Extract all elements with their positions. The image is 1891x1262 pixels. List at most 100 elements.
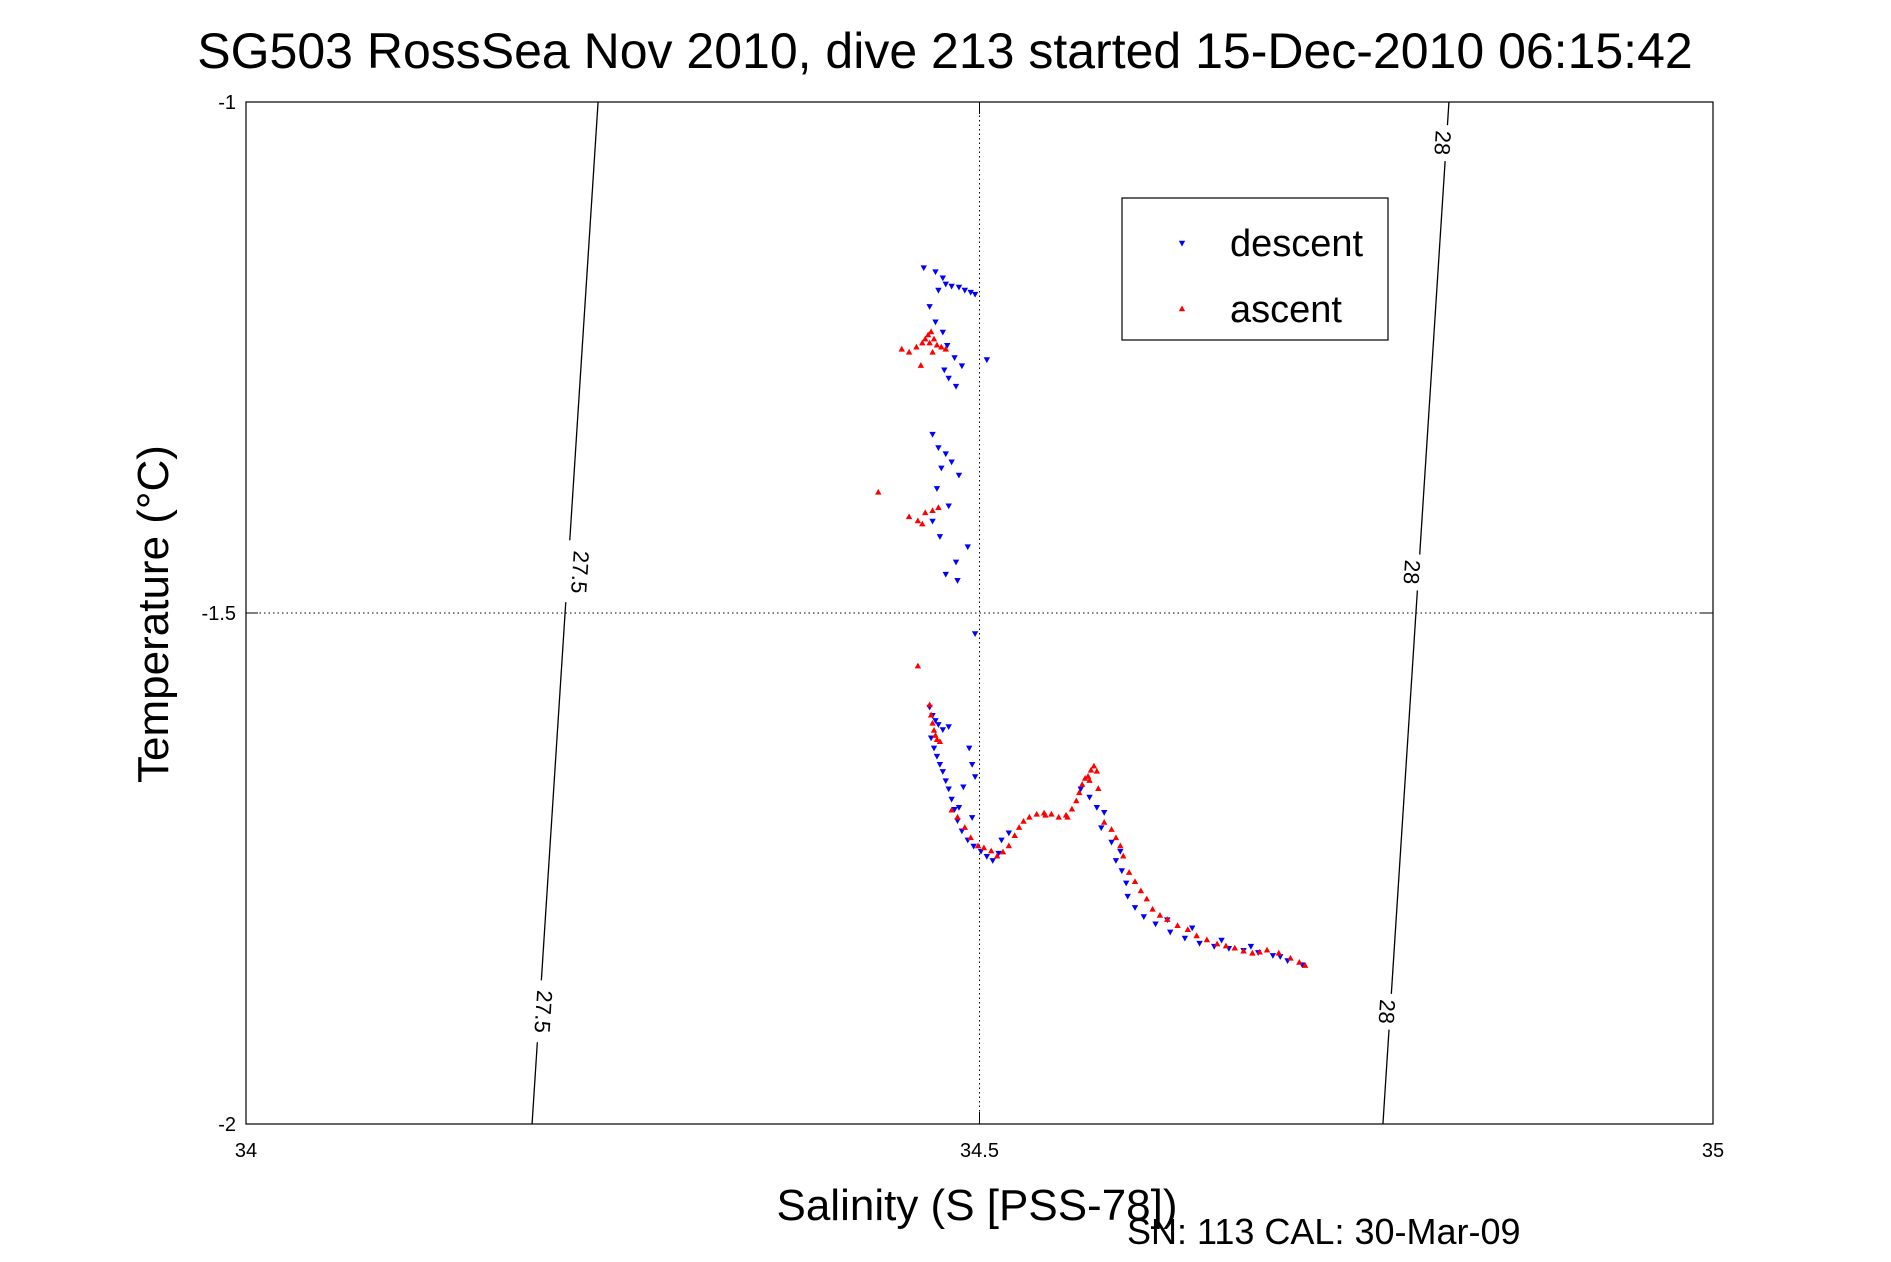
descent-point	[936, 534, 944, 540]
isopycnal-label-1-1: 28	[1397, 553, 1428, 591]
descent-point	[948, 283, 955, 290]
descent-point	[968, 815, 976, 821]
legend-label-descent: descent	[1230, 223, 1364, 265]
legend-box	[1121, 197, 1389, 341]
ascent-point	[1100, 818, 1108, 825]
descent-point	[983, 853, 991, 860]
ascent-point	[1213, 940, 1221, 947]
ascent-point	[938, 343, 945, 350]
descent-point	[1269, 953, 1277, 959]
descent-point	[935, 287, 942, 294]
descent-point	[954, 578, 961, 584]
descent-point	[939, 275, 947, 282]
ascent-point	[1090, 762, 1098, 769]
isopycnal-line-1	[1382, 101, 1450, 1125]
ascent-point	[1240, 947, 1247, 954]
descent-point	[932, 269, 939, 276]
legend-label-ascent: ascent	[1230, 289, 1342, 331]
ascent-point	[929, 719, 936, 726]
descent-point	[945, 375, 952, 382]
descent-point	[970, 843, 977, 850]
ascent-point	[948, 806, 955, 813]
ascent-point	[1174, 922, 1181, 928]
x-tick-label-1: 34.5	[960, 1140, 999, 1162]
descent-point	[1117, 848, 1124, 855]
descent-point	[1093, 804, 1101, 811]
isopycnal-label-1-2: 28	[1372, 992, 1403, 1031]
ascent-point	[1249, 949, 1256, 956]
descent-point	[952, 383, 960, 390]
ascent-point	[1020, 817, 1027, 824]
ascent-point	[905, 513, 913, 520]
descent-point	[935, 445, 942, 451]
ascent-point	[988, 847, 995, 854]
ascent-point	[919, 520, 926, 527]
ascent-point	[1026, 813, 1033, 820]
ascent-point	[1078, 781, 1086, 787]
ascent-point	[1087, 766, 1095, 773]
descent-point	[942, 778, 949, 785]
descent-point	[960, 784, 967, 791]
descent-point	[1077, 786, 1084, 793]
isopycnal-label-text: 28	[1399, 559, 1426, 585]
ascent-point	[1143, 895, 1150, 902]
ascent-point	[942, 345, 949, 352]
ascent-point	[1108, 826, 1115, 832]
density-contours: 27.5 27.5 28 28 28	[527, 101, 1459, 1125]
ascent-point	[1184, 926, 1192, 933]
descent-point	[1196, 940, 1203, 947]
descent-point	[945, 786, 952, 793]
descent-point	[1100, 810, 1108, 816]
chart-title: SG503 RossSea Nov 2010, dive 213 started…	[197, 23, 1692, 79]
descent-point	[935, 722, 942, 728]
descent-point	[945, 503, 952, 510]
ascent-point	[1287, 954, 1294, 961]
ascent-point	[933, 736, 941, 742]
ascent-point	[930, 335, 938, 342]
isopycnal-label-bg	[1372, 992, 1403, 1031]
ascent-point	[1076, 789, 1083, 796]
ascent-point	[954, 813, 961, 820]
ascent-point	[1263, 946, 1271, 953]
series-descent	[920, 265, 1306, 969]
ascent-point	[1117, 842, 1124, 849]
ascent-point	[1131, 878, 1139, 885]
isopycnal-label-text: 27.5	[529, 989, 557, 1033]
ascent-point	[924, 331, 932, 338]
descent-point	[1086, 794, 1093, 801]
descent-point	[932, 718, 939, 724]
descent-point	[966, 745, 973, 752]
descent-point	[971, 291, 979, 298]
data-series	[875, 265, 1309, 969]
isopycnal-label-0-1: 27.5	[527, 979, 560, 1044]
descent-point	[1218, 937, 1225, 944]
ascent-point	[929, 507, 936, 514]
ascent-point	[922, 509, 929, 516]
ascent-point	[1048, 810, 1055, 817]
descent-point	[967, 289, 974, 296]
x-tick-label-0: 34	[235, 1140, 257, 1162]
ascent-point	[1164, 916, 1171, 922]
ascent-point	[1301, 962, 1309, 968]
ascent-point	[961, 824, 969, 830]
y-tick-label-0: -1	[218, 92, 236, 114]
ascent-point	[1193, 932, 1200, 939]
ascent-point	[1112, 834, 1120, 841]
ascent-point	[935, 504, 942, 510]
ascent-point	[1055, 813, 1062, 820]
isopycnal-label-1-0: 28	[1427, 124, 1459, 162]
ascent-point	[875, 488, 882, 495]
isopycnal-label-bg	[527, 979, 560, 1044]
ascent-point	[1275, 949, 1282, 956]
descent-point	[945, 724, 952, 730]
isopycnal-line-0	[531, 101, 599, 1125]
descent-point	[968, 762, 976, 768]
descent-point	[1123, 880, 1130, 887]
ascent-point	[929, 348, 936, 355]
ascent-point	[932, 732, 939, 738]
ascent-point	[1005, 842, 1013, 849]
descent-point	[1152, 921, 1159, 928]
descent-point	[1124, 893, 1131, 900]
descent-point	[920, 265, 927, 272]
